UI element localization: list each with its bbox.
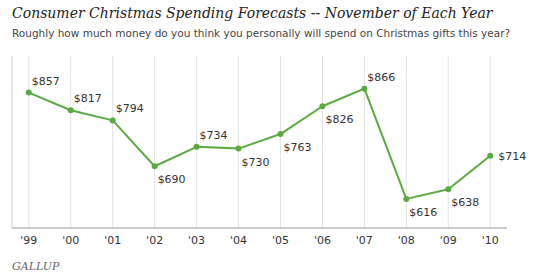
grid-line — [490, 56, 491, 228]
grid-line — [448, 56, 449, 228]
grid — [29, 56, 490, 228]
grid-line — [196, 56, 197, 228]
marker — [194, 144, 200, 150]
marker — [68, 107, 74, 113]
x-tick-label: '02 — [146, 234, 163, 247]
grid-line — [280, 56, 281, 228]
x-tick-label: '07 — [356, 234, 373, 247]
x-tick-label: '05 — [272, 234, 289, 247]
data-label: $616 — [409, 206, 437, 219]
data-label: $817 — [74, 92, 102, 105]
x-tick-label: '99 — [20, 234, 37, 247]
data-labels: $857 $817 $794 $690 $734 $730 $763 $826 $866 $616… — [32, 71, 526, 219]
data-label: $866 — [367, 71, 395, 84]
grid-line — [364, 56, 365, 228]
subtitle: Roughly how much money do you think you … — [12, 27, 510, 39]
grid-line — [154, 56, 155, 228]
series — [26, 86, 493, 202]
y-axis-line — [12, 56, 13, 228]
x-tick-label: '01 — [104, 234, 121, 247]
data-label: $763 — [283, 141, 311, 154]
data-label: $638 — [451, 196, 479, 209]
annotation: GALLUP — [12, 260, 60, 273]
data-label: $826 — [325, 113, 353, 126]
marker — [403, 196, 409, 202]
x-tick-label: '09 — [440, 234, 457, 247]
data-label: $734 — [200, 129, 228, 142]
chart: Consumer Christmas Spending Forecasts --… — [0, 0, 537, 280]
x-tick-label: '03 — [188, 234, 205, 247]
x-tick-label: '06 — [314, 234, 331, 247]
data-label: $714 — [498, 150, 526, 163]
x-tick-label: '00 — [62, 234, 79, 247]
data-label: $690 — [158, 173, 186, 186]
x-tick-label: '10 — [482, 234, 499, 247]
grid-line — [238, 56, 239, 228]
grid-line — [406, 56, 407, 228]
x-tick-label: '04 — [230, 234, 247, 247]
grid-line — [70, 56, 71, 228]
marker — [445, 186, 451, 192]
marker — [26, 90, 32, 96]
grid-line — [322, 56, 323, 228]
x-tick-label: '08 — [398, 234, 415, 247]
title: Consumer Christmas Spending Forecasts --… — [12, 5, 494, 21]
marker — [152, 163, 158, 169]
x-axis-line — [12, 228, 507, 229]
marker — [277, 131, 283, 137]
marker — [361, 86, 367, 92]
marker — [236, 146, 242, 152]
data-label: $730 — [242, 156, 270, 169]
data-label: $857 — [32, 75, 60, 88]
grid-line — [112, 56, 113, 228]
marker — [319, 103, 325, 109]
line — [29, 89, 490, 199]
marker — [110, 117, 116, 123]
marker — [487, 153, 493, 159]
grid-line — [28, 56, 29, 228]
data-label: $794 — [116, 102, 144, 115]
